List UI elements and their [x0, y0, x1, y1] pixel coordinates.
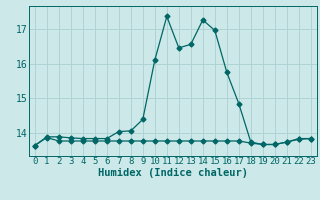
X-axis label: Humidex (Indice chaleur): Humidex (Indice chaleur) [98, 168, 248, 178]
